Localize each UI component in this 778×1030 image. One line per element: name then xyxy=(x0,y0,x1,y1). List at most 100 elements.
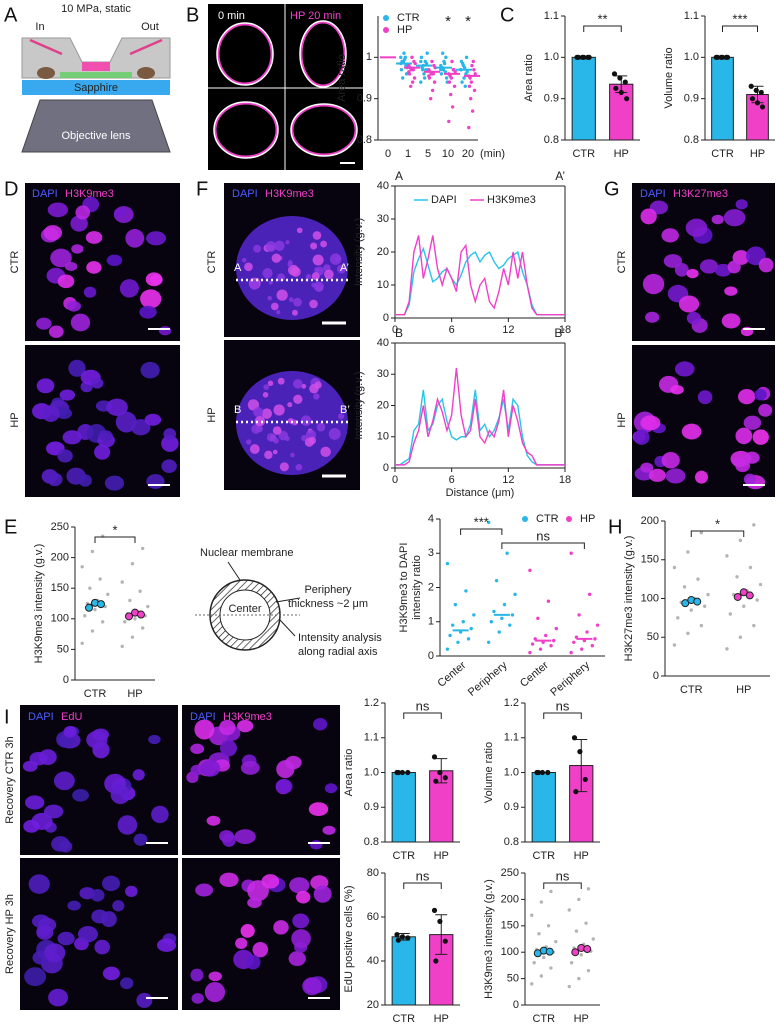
data-point xyxy=(590,644,594,648)
x-tick-label: 6 xyxy=(449,324,455,336)
data-point xyxy=(431,72,435,76)
y-tick-label: 80 xyxy=(367,867,379,879)
data-point xyxy=(432,80,437,84)
data-point xyxy=(593,637,597,641)
y-axis-label: Area ratio xyxy=(523,54,535,102)
nucleus xyxy=(70,313,91,332)
speckle xyxy=(311,272,320,281)
nucleus xyxy=(53,771,75,791)
outline-images: 0 min HP 20 min xyxy=(208,4,363,170)
data-point xyxy=(676,616,680,620)
y-tick-label: 1 xyxy=(428,616,434,628)
data-point xyxy=(581,54,587,60)
nucleus xyxy=(119,279,139,298)
stain-label: H3K9me3 xyxy=(65,188,114,200)
stain-label: DAPI xyxy=(28,711,54,723)
oring xyxy=(137,67,155,79)
significance: * xyxy=(715,516,720,531)
data-point xyxy=(443,70,447,74)
nucleus xyxy=(140,361,160,379)
row-label: CTR xyxy=(206,251,218,274)
data-point xyxy=(123,620,127,624)
y-tick-label: 0.8 xyxy=(504,836,519,848)
label: Sapphire xyxy=(74,82,118,94)
y-tick-label: 0.9 xyxy=(364,801,379,813)
data-point xyxy=(539,900,544,904)
nucleus xyxy=(139,305,157,319)
x-tick-label: Periphery xyxy=(466,659,510,699)
row-label: Recovery HP 3h xyxy=(4,894,16,974)
data-point xyxy=(394,932,400,938)
replicate xyxy=(571,948,580,957)
speckle xyxy=(328,427,341,440)
data-point xyxy=(486,520,491,525)
data-point xyxy=(584,921,588,925)
nucleus xyxy=(678,295,700,313)
nucleus xyxy=(63,726,77,738)
data-point xyxy=(409,84,413,88)
y-tick-label: 1.0 xyxy=(684,51,699,63)
label: Out xyxy=(141,21,159,33)
panel-label: I xyxy=(4,706,10,728)
nucleus xyxy=(24,967,47,987)
significance-bracket xyxy=(690,530,745,537)
stain-label: DAPI xyxy=(640,188,666,200)
data-point xyxy=(753,87,759,93)
speckle xyxy=(313,281,324,292)
data-point xyxy=(535,769,541,776)
data-point xyxy=(468,76,472,80)
data-point xyxy=(93,607,97,612)
x-tick-label: CTR xyxy=(711,148,734,160)
y-tick-label: 150 xyxy=(641,554,659,566)
data-point xyxy=(549,966,553,970)
nucleus xyxy=(36,317,52,330)
nucleus xyxy=(744,451,760,464)
significance-bracket xyxy=(543,882,582,889)
data-point xyxy=(755,598,759,602)
data-point xyxy=(467,84,472,88)
nucleus xyxy=(72,788,89,802)
data-point xyxy=(742,604,746,608)
data-point xyxy=(538,647,543,651)
data-point xyxy=(422,72,426,76)
label: Periphery xyxy=(304,584,352,596)
nucleus xyxy=(77,925,98,943)
label: Center xyxy=(228,603,261,615)
speckle xyxy=(293,297,302,307)
data-point xyxy=(489,620,494,624)
legend-swatch xyxy=(383,27,389,33)
data-point xyxy=(470,63,474,68)
x-tick-label: 0 xyxy=(385,148,391,160)
leader xyxy=(227,561,241,581)
outline xyxy=(290,103,358,157)
nucleus xyxy=(85,231,103,244)
data-point xyxy=(399,55,403,60)
data-point xyxy=(577,976,581,981)
cells xyxy=(60,72,132,78)
speckle xyxy=(316,422,326,432)
data-point xyxy=(577,897,581,902)
data-point xyxy=(460,80,464,84)
data-point xyxy=(405,935,411,941)
y-tick-label: 150 xyxy=(501,920,519,932)
nucleus xyxy=(59,840,73,853)
replicate xyxy=(693,597,702,606)
outline xyxy=(299,20,347,88)
speckle xyxy=(262,267,273,279)
data-point xyxy=(569,961,574,965)
y-axis-label: Intensity (g.v.) xyxy=(353,218,365,286)
data-point xyxy=(573,789,579,795)
nucleus xyxy=(322,825,336,835)
speckle xyxy=(301,383,307,389)
profile-line xyxy=(395,367,565,466)
nucleus xyxy=(94,444,111,460)
data-point xyxy=(425,51,429,55)
x-tick-label: CTR xyxy=(680,684,703,696)
speckle xyxy=(254,416,266,427)
speckle xyxy=(276,273,286,282)
nucleus xyxy=(157,938,177,952)
data-point xyxy=(582,776,588,783)
bar xyxy=(711,56,734,141)
stain-label: H3K9me3 xyxy=(223,711,272,723)
panel-label: C xyxy=(500,4,514,26)
